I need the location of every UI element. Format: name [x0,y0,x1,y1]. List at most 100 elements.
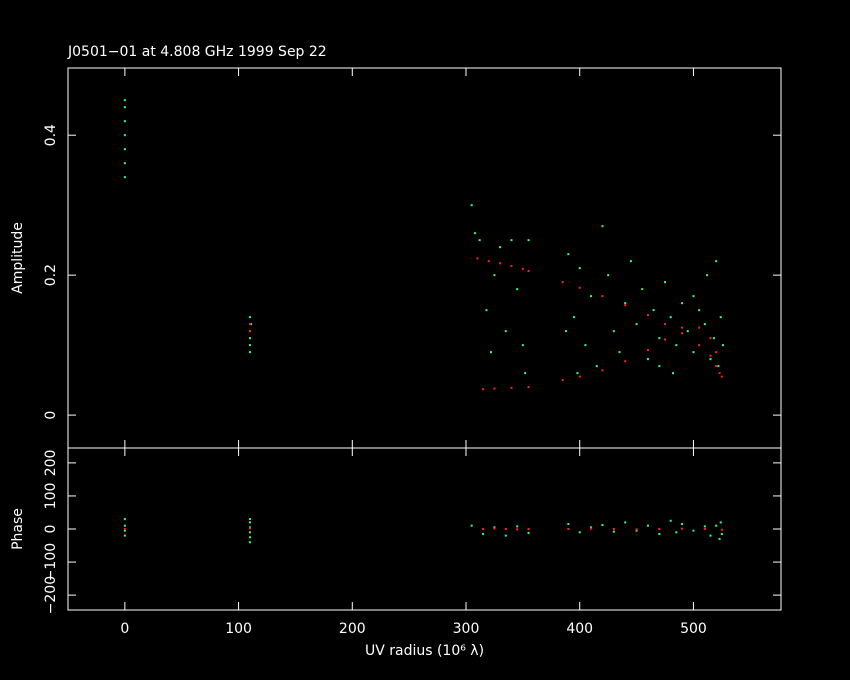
data-point [578,531,581,534]
data-point [719,316,722,319]
data-point [612,330,615,333]
data-point [527,269,530,272]
data-point [499,262,502,265]
x-tick-label: 400 [566,621,593,637]
data-point [123,524,126,527]
data-point [584,344,587,347]
data-point [248,330,251,333]
data-point [720,375,723,378]
data-point [629,260,632,263]
data-point [717,365,720,368]
data-point [521,267,524,270]
data-point [567,523,570,526]
data-point [527,531,530,534]
data-point [709,534,712,537]
x-tick-label: 500 [680,621,707,637]
data-point [624,304,627,307]
data-point [715,524,718,527]
data-point [601,225,604,228]
data-point [248,351,251,354]
data-point [123,99,126,102]
data-point [612,530,615,533]
data-point [652,309,655,312]
data-point [658,337,661,340]
data-point [607,274,610,277]
data-point [681,523,684,526]
data-point [686,330,689,333]
data-point [709,337,712,340]
y-tick-label: −200 [43,576,59,614]
x-tick-label: 200 [339,621,366,637]
chart-title: J0501−01 at 4.808 GHz 1999 Sep 22 [67,44,327,60]
data-point [664,338,667,341]
y-tick-label: 0.4 [43,124,59,146]
data-point [692,351,695,354]
data-point [722,344,725,347]
data-point [248,531,251,534]
data-point [624,521,627,524]
data-point [720,528,723,531]
data-point [671,372,674,375]
y-tick-label: 0.2 [43,264,59,286]
data-point [601,369,604,372]
data-point [510,239,513,242]
data-point [646,358,649,361]
data-point [474,232,477,235]
data-point [681,527,684,530]
data-point [698,309,701,312]
data-point [703,528,706,530]
data-point [123,534,126,537]
data-point [646,349,649,352]
data-point [493,527,496,530]
data-point [658,532,661,535]
data-point [578,267,581,270]
data-point [675,531,678,534]
data-point [248,536,251,539]
data-point [123,529,126,532]
y-tick-label: 0 [43,411,59,420]
data-point [590,526,593,529]
data-point [635,528,638,531]
data-point [248,344,251,347]
data-point [658,365,661,368]
data-point [718,537,721,540]
data-point [561,281,564,284]
data-point [624,360,627,363]
data-point [698,344,701,347]
data-point [504,330,507,333]
data-point [470,524,473,527]
data-point [524,372,527,375]
data-point [635,323,638,326]
data-point [601,295,604,298]
data-point [123,106,126,109]
data-point [123,176,126,179]
data-point [499,246,502,249]
data-point [692,295,695,298]
y-axis-label: Phase [10,508,26,550]
data-point [706,274,709,277]
data-point [504,534,507,537]
data-point [573,316,576,319]
x-tick-label: 0 [120,621,129,637]
y-tick-label: −100 [43,543,59,581]
data-point [482,388,485,391]
data-point [590,295,593,298]
data-point [490,351,493,354]
data-point [720,532,723,535]
data-point [719,521,722,524]
data-point [493,274,496,277]
data-point [482,532,485,535]
data-point [567,528,570,530]
plot-frame [67,447,782,611]
data-point [618,351,621,354]
data-point [709,358,712,361]
x-tick-label: 100 [225,621,252,637]
data-point [527,528,530,530]
data-point [709,354,712,357]
data-point [669,316,672,319]
data-point [123,518,126,521]
data-point [493,387,496,390]
data-point [123,148,126,151]
